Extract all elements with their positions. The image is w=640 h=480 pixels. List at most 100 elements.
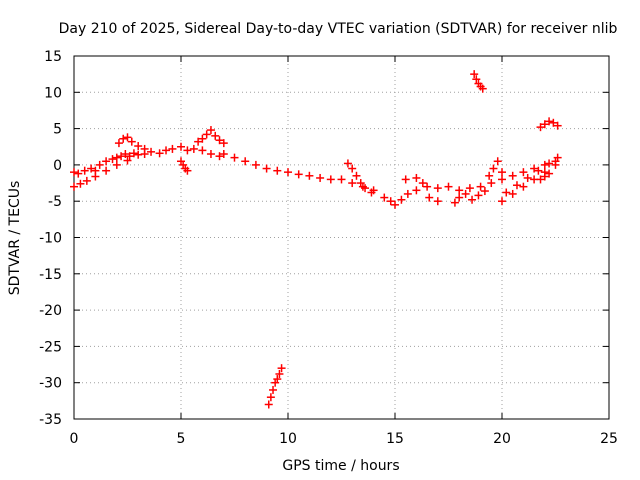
y-tick-label: -35 — [39, 412, 62, 428]
data-point-bump-2.5h — [123, 133, 132, 142]
data-point-spike-16h — [418, 179, 427, 188]
data-point-low-segment — [266, 393, 275, 402]
data-point-bump-6.5h — [211, 131, 220, 140]
y-tick-labels: 15 10 5 0 -5 -10 -15 -20 -25 -30 -35 — [39, 49, 62, 428]
data-points — [70, 70, 562, 409]
data-point-steps-18-19h — [461, 189, 470, 198]
data-point-low-segment — [264, 400, 273, 409]
data-point-bump-2.5h — [119, 134, 128, 143]
data-point-low-segment — [269, 385, 278, 394]
data-point-main-band — [117, 152, 126, 161]
data-point-spike-16h — [412, 173, 421, 182]
data-point-main-band — [108, 155, 117, 164]
data-point-main-band — [168, 144, 177, 153]
data-point-main-band — [433, 184, 442, 193]
y-tick-label: 10 — [44, 85, 62, 101]
data-point-ramp-c — [545, 169, 554, 178]
data-point-low-band — [76, 179, 85, 188]
data-point-main-band — [273, 166, 282, 175]
data-point-bump-6.5h — [219, 139, 228, 148]
data-point-main-band — [380, 193, 389, 202]
data-point-main-band — [112, 153, 121, 162]
data-point-main-band — [87, 164, 96, 173]
data-point-spike-16h — [401, 175, 410, 184]
data-point-steps-18-19h — [468, 195, 477, 204]
data-point-bump-2.5h — [140, 144, 149, 153]
data-point-rise-19-20h — [493, 157, 502, 166]
data-point-main-band — [80, 166, 89, 175]
data-point-main-band — [465, 184, 474, 193]
data-point-main-band — [251, 160, 260, 169]
x-tick-label: 20 — [493, 431, 511, 447]
y-tick-label: -30 — [39, 376, 62, 392]
data-point-main-band — [540, 160, 549, 169]
chart-title: Day 210 of 2025, Sidereal Day-to-day VTE… — [59, 21, 618, 37]
x-tick-label: 15 — [386, 431, 404, 447]
data-point-dip-13h — [352, 171, 361, 180]
data-point-main-band — [155, 149, 164, 158]
data-point-steps-18-19h — [450, 198, 459, 207]
data-point-main-band — [386, 197, 395, 206]
data-point-main-band — [219, 150, 228, 159]
data-point-main-band — [241, 157, 250, 166]
data-point-low-band — [82, 176, 91, 185]
data-point-main-band — [162, 146, 171, 155]
data-point-steps-18-19h — [474, 191, 483, 200]
data-point-dip-13h — [343, 159, 352, 168]
data-point-high-segment — [472, 75, 481, 84]
data-point-dip-13h — [348, 164, 357, 173]
data-point-main-band — [74, 169, 83, 178]
data-point-ramp-b — [553, 153, 562, 162]
data-point-main-band — [215, 152, 224, 161]
data-point-main-band — [423, 182, 432, 191]
data-point-main-band — [102, 157, 111, 166]
data-point-ramp-a — [498, 197, 506, 206]
data-point-ramp-a — [551, 160, 560, 169]
data-point-low-band — [123, 156, 132, 165]
data-point-main-band — [121, 150, 130, 159]
data-point-main-band — [294, 170, 303, 179]
data-point-dip-13h — [356, 179, 365, 188]
y-tick-label: -5 — [48, 194, 62, 210]
data-point-low-segment — [273, 375, 282, 384]
data-point-main-band — [397, 195, 406, 204]
data-point-main-band — [147, 147, 156, 156]
data-point-bump-2.5h — [127, 137, 136, 146]
data-point-steps-18-19h — [480, 187, 489, 196]
data-point-dip-13h — [367, 188, 376, 197]
data-point-main-band — [183, 146, 192, 155]
data-point-ramp-b — [545, 159, 554, 168]
data-point-low-segment — [277, 364, 286, 373]
data-point-main-band — [198, 146, 207, 155]
x-tick-label: 0 — [70, 431, 79, 447]
data-point-main-band — [444, 182, 453, 191]
data-point-ramp-a — [519, 182, 528, 191]
y-tick-label: -10 — [39, 231, 62, 247]
data-point-spike-16h — [433, 197, 442, 206]
x-tick-label: 10 — [279, 431, 297, 447]
data-point-main-band — [262, 164, 271, 173]
data-point-bump-6.5h — [215, 136, 224, 145]
data-point-main-band — [284, 168, 292, 177]
data-point-main-band — [348, 179, 357, 188]
data-point-main-band — [455, 186, 464, 195]
data-point-main-band — [519, 168, 528, 177]
data-point-ramp-b — [512, 181, 521, 190]
data-point-ramp-b — [534, 166, 543, 175]
data-point-ramp-b — [523, 173, 532, 182]
data-point-rise-19-20h — [485, 171, 494, 180]
data-point-low-band — [70, 182, 78, 191]
data-point-low-band — [91, 172, 100, 181]
data-point-main-band — [326, 175, 335, 184]
data-point-main-band — [305, 171, 314, 180]
data-point-upper-arc — [536, 123, 545, 132]
data-point-main-band — [530, 164, 539, 173]
data-point-main-band — [189, 144, 198, 153]
data-point-rise-19-20h — [498, 168, 506, 177]
data-point-main-band — [403, 189, 412, 198]
x-axis-title: GPS time / hours — [282, 458, 399, 474]
data-point-main-band — [129, 149, 138, 158]
data-point-main-band — [498, 175, 506, 184]
data-point-bump-2.5h — [114, 139, 123, 148]
